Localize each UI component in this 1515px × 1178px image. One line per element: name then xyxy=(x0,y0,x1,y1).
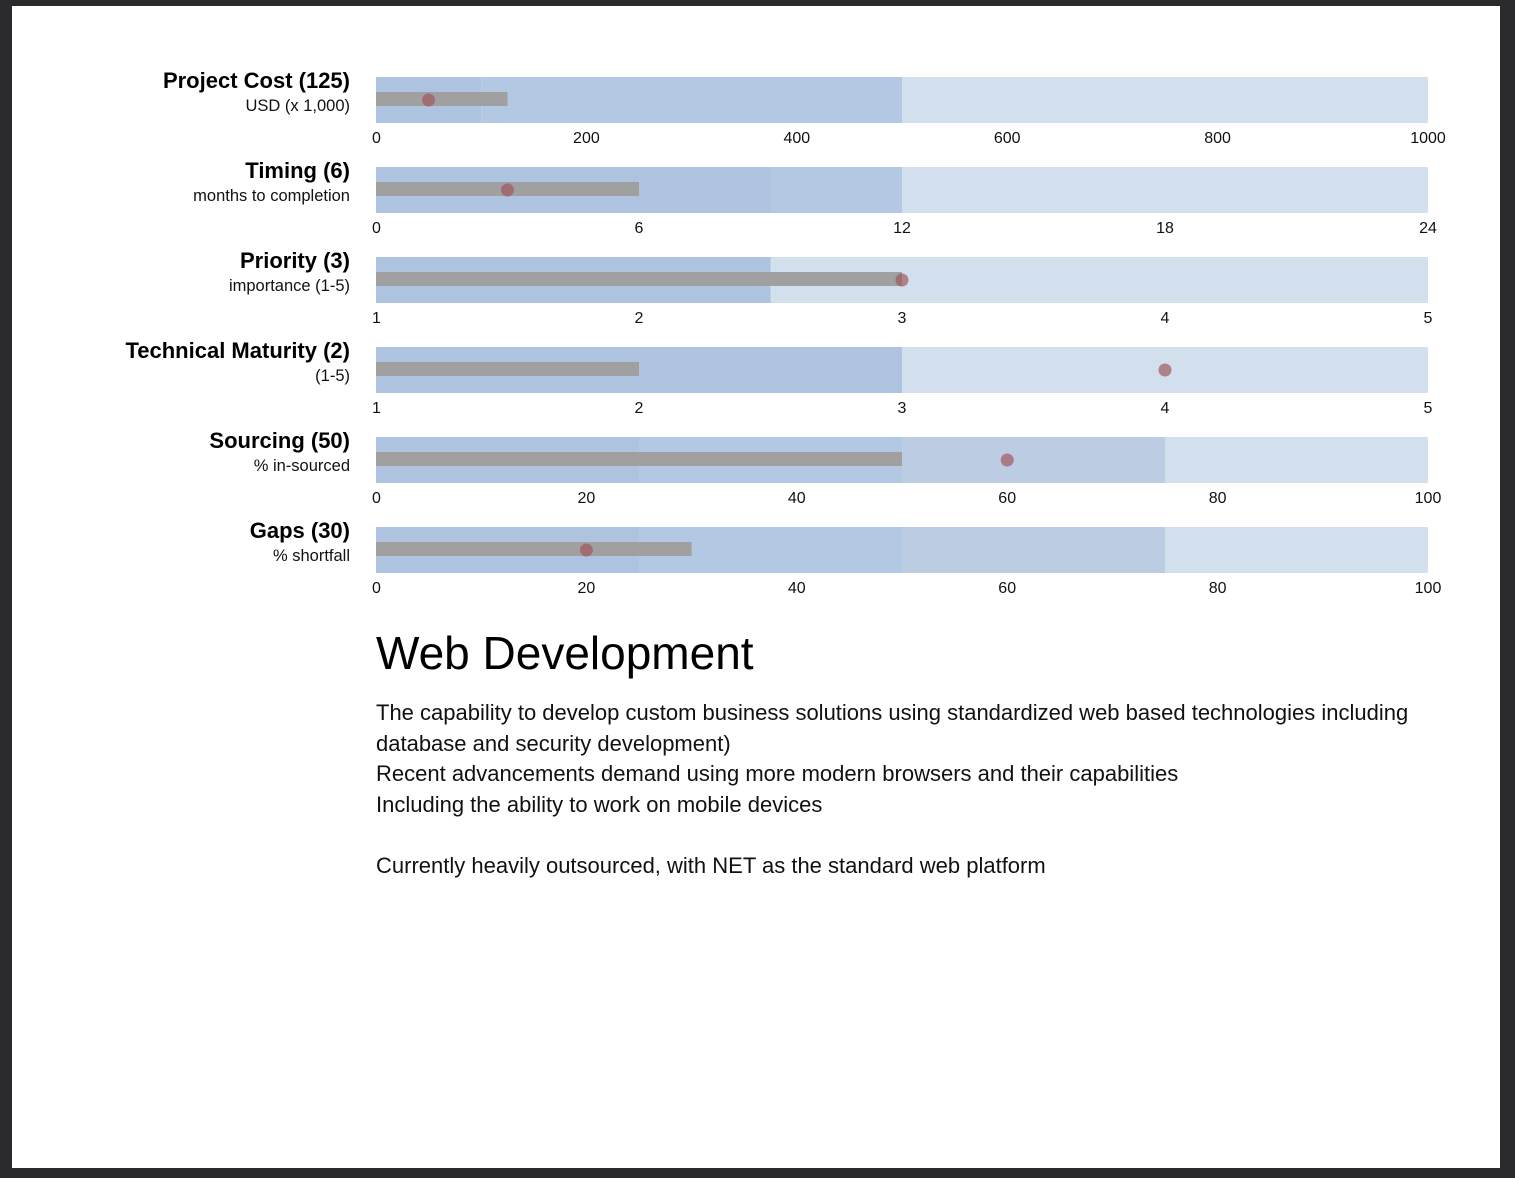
description-paragraph: Recent advancements demand using more mo… xyxy=(376,761,1179,786)
row-subtitle: USD (x 1,000) xyxy=(245,97,350,115)
bullet-chart: 1 2 3 4 5 xyxy=(372,347,1433,417)
tick-label: 60 xyxy=(998,490,1016,507)
measure-bar xyxy=(376,542,692,556)
tick-label: 40 xyxy=(788,490,806,507)
bullet-row-priority: Priority (3) importance (1-5) 1 2 3 4 5 xyxy=(0,248,1515,338)
tick-label: 80 xyxy=(1209,490,1227,507)
measure-bar xyxy=(376,452,902,466)
tick-label: 6 xyxy=(635,220,644,237)
target-marker xyxy=(1000,453,1014,467)
tick-label: 20 xyxy=(578,580,596,597)
description-section: Web Development The capability to develo… xyxy=(376,622,1456,881)
bullet-chart: 0 200 400 600 800 1000 xyxy=(372,77,1446,147)
target-marker xyxy=(422,93,436,107)
target-marker xyxy=(501,183,514,197)
bullet-row-timing: Timing (6) months to completion 0 6 12 18 24 xyxy=(0,158,1515,248)
tick-label: 600 xyxy=(994,130,1021,147)
description-paragraph: Including the ability to work on mobile … xyxy=(376,791,823,817)
tick-label: 4 xyxy=(1161,310,1170,327)
tick-label: 4 xyxy=(1161,400,1170,417)
section-heading: Web Development xyxy=(376,627,754,679)
bullet-chart: 0 20 40 60 80 100 xyxy=(372,437,1442,507)
range-band xyxy=(902,437,1165,483)
row-subtitle: importance (1-5) xyxy=(228,277,350,295)
row-subtitle: % shortfall xyxy=(272,547,350,565)
row-label: Priority (3) importance (1-5) xyxy=(229,248,350,298)
range-band xyxy=(481,77,902,123)
tick-label: 24 xyxy=(1419,220,1437,237)
range-band xyxy=(902,527,1165,573)
tick-label: 100 xyxy=(1415,580,1442,597)
tick-label: 1 xyxy=(372,310,381,327)
range-band xyxy=(1165,527,1428,573)
tick-label: 40 xyxy=(788,580,806,597)
row-title: Timing (6) xyxy=(245,158,350,183)
row-subtitle: (1-5) xyxy=(315,367,350,385)
target-marker xyxy=(579,543,593,557)
bullet-row-technical-maturity: Technical Maturity (2) (1-5) 1 2 3 4 5 xyxy=(0,338,1515,428)
row-title: Sourcing (50) xyxy=(209,428,350,453)
tick-label: 12 xyxy=(893,220,911,237)
measure-bar xyxy=(376,92,508,106)
row-title: Priority (3) xyxy=(239,248,350,273)
description-paragraph: The capability to develop custom busines… xyxy=(376,700,1409,756)
tick-label: 5 xyxy=(1424,310,1433,327)
tick-label: 0 xyxy=(372,130,381,147)
bullet-row-gaps: Gaps (30) % shortfall 0 20 40 60 80 100 xyxy=(0,518,1515,608)
tick-label: 18 xyxy=(1156,220,1174,237)
tick-label: 0 xyxy=(372,220,381,237)
tick-label: 80 xyxy=(1209,580,1227,597)
tick-label: 5 xyxy=(1424,400,1433,417)
tick-label: 800 xyxy=(1204,130,1231,147)
tick-label: 100 xyxy=(1415,490,1442,507)
bullet-chart: 0 6 12 18 24 xyxy=(372,167,1437,237)
tick-label: 2 xyxy=(635,400,644,417)
range-band xyxy=(770,167,902,213)
bullet-chart: 0 20 40 60 80 100 xyxy=(372,527,1442,597)
row-label: Technical Maturity (2) (1-5) xyxy=(125,338,350,388)
row-label: Project Cost (125) USD (x 1,000) xyxy=(163,68,350,118)
tick-label: 60 xyxy=(998,580,1016,597)
tick-label: 400 xyxy=(783,130,810,147)
row-label: Timing (6) months to completion xyxy=(193,158,350,208)
target-marker xyxy=(1158,363,1172,377)
row-title: Technical Maturity (2) xyxy=(125,338,350,363)
tick-label: 20 xyxy=(578,490,596,507)
target-marker xyxy=(895,273,909,287)
range-band xyxy=(1165,437,1428,483)
row-title: Gaps (30) xyxy=(249,518,350,543)
description-paragraph xyxy=(376,820,1456,851)
description-paragraph: Currently heavily outsourced, with NET a… xyxy=(376,852,1046,878)
description-body: The capability to develop custom busines… xyxy=(376,698,1456,881)
tick-label: 2 xyxy=(635,310,644,327)
row-title: Project Cost (125) xyxy=(162,68,350,93)
measure-bar xyxy=(376,362,639,376)
row-label: Gaps (30) % shortfall xyxy=(250,518,350,568)
row-subtitle: months to completion xyxy=(193,187,350,205)
tick-label: 0 xyxy=(372,490,381,507)
range-band xyxy=(902,167,1428,213)
tick-label: 200 xyxy=(573,130,600,147)
bullet-row-sourcing: Sourcing (50) % in-sourced 0 20 40 60 80 100 xyxy=(0,428,1515,518)
row-subtitle: % in-sourced xyxy=(253,457,350,475)
tick-label: 0 xyxy=(372,580,381,597)
bullet-chart: 1 2 3 4 5 xyxy=(372,257,1433,327)
tick-label: 1000 xyxy=(1410,130,1446,147)
range-band xyxy=(902,77,1428,123)
tick-label: 3 xyxy=(898,400,907,417)
bullet-chart-panel: Project Cost (125) USD (x 1,000) 0 200 400… xyxy=(0,68,1515,608)
bullet-row-project-cost: Project Cost (125) USD (x 1,000) 0 200 400… xyxy=(0,68,1515,158)
tick-label: 3 xyxy=(898,310,907,327)
measure-bar xyxy=(376,272,902,286)
row-label: Sourcing (50) % in-sourced xyxy=(209,428,350,478)
tick-label: 1 xyxy=(372,400,381,417)
